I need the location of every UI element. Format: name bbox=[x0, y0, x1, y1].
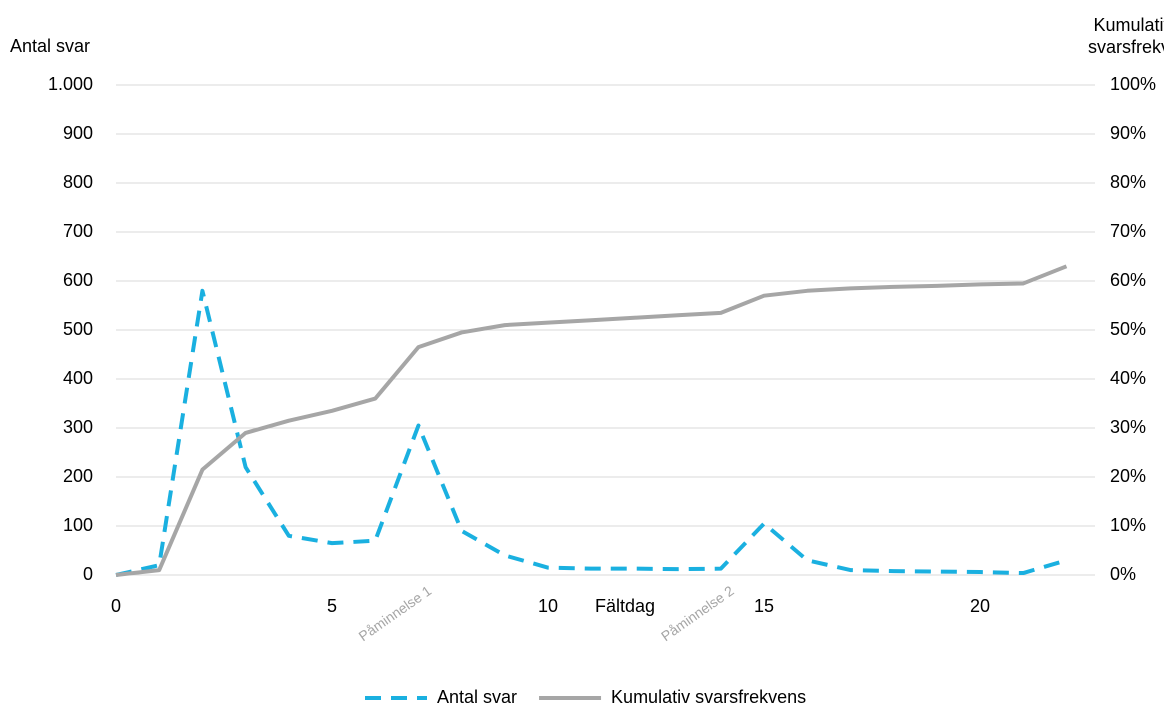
y-tick-label: 200 bbox=[63, 466, 93, 486]
y2-tick-label: 70% bbox=[1110, 221, 1146, 241]
y-tick-label: 600 bbox=[63, 270, 93, 290]
y-tick-label: 300 bbox=[63, 417, 93, 437]
y2-tick-label: 20% bbox=[1110, 466, 1146, 486]
x-tick-label: 20 bbox=[970, 596, 990, 616]
y-axis-title: Antal svar bbox=[10, 36, 90, 56]
y-tick-label: 900 bbox=[63, 123, 93, 143]
y-tick-label: 700 bbox=[63, 221, 93, 241]
legend-label: Kumulativ svarsfrekvens bbox=[611, 687, 806, 707]
series-line bbox=[115, 264, 1068, 577]
y2-tick-label: 30% bbox=[1110, 417, 1146, 437]
y-tick-label: 1.000 bbox=[48, 74, 93, 94]
y2-tick-label: 40% bbox=[1110, 368, 1146, 388]
x-axis-title: Fältdag bbox=[595, 596, 655, 616]
y2-tick-label: 60% bbox=[1110, 270, 1146, 290]
legend-label: Antal svar bbox=[437, 687, 517, 707]
y2-axis-title: Kumulativ svarsfrekvens bbox=[1088, 15, 1164, 57]
y-tick-label: 100 bbox=[63, 515, 93, 535]
y2-tick-label: 50% bbox=[1110, 319, 1146, 339]
y2-tick-label: 90% bbox=[1110, 123, 1146, 143]
x-tick-label: 5 bbox=[327, 596, 337, 616]
y2-tick-label: 80% bbox=[1110, 172, 1146, 192]
y2-tick-label: 0% bbox=[1110, 564, 1136, 584]
y2-tick-label: 100% bbox=[1110, 74, 1156, 94]
x-tick-label: 10 bbox=[538, 596, 558, 616]
y-tick-label: 400 bbox=[63, 368, 93, 388]
y-tick-label: 500 bbox=[63, 319, 93, 339]
x-tick-label: 15 bbox=[754, 596, 774, 616]
y-tick-label: 0 bbox=[83, 564, 93, 584]
annotation: Påminnelse 1 bbox=[356, 582, 435, 644]
x-tick-label: 0 bbox=[111, 596, 121, 616]
y-tick-label: 800 bbox=[63, 172, 93, 192]
annotation: Påminnelse 2 bbox=[658, 582, 737, 644]
series-line bbox=[115, 288, 1068, 577]
y2-tick-label: 10% bbox=[1110, 515, 1146, 535]
